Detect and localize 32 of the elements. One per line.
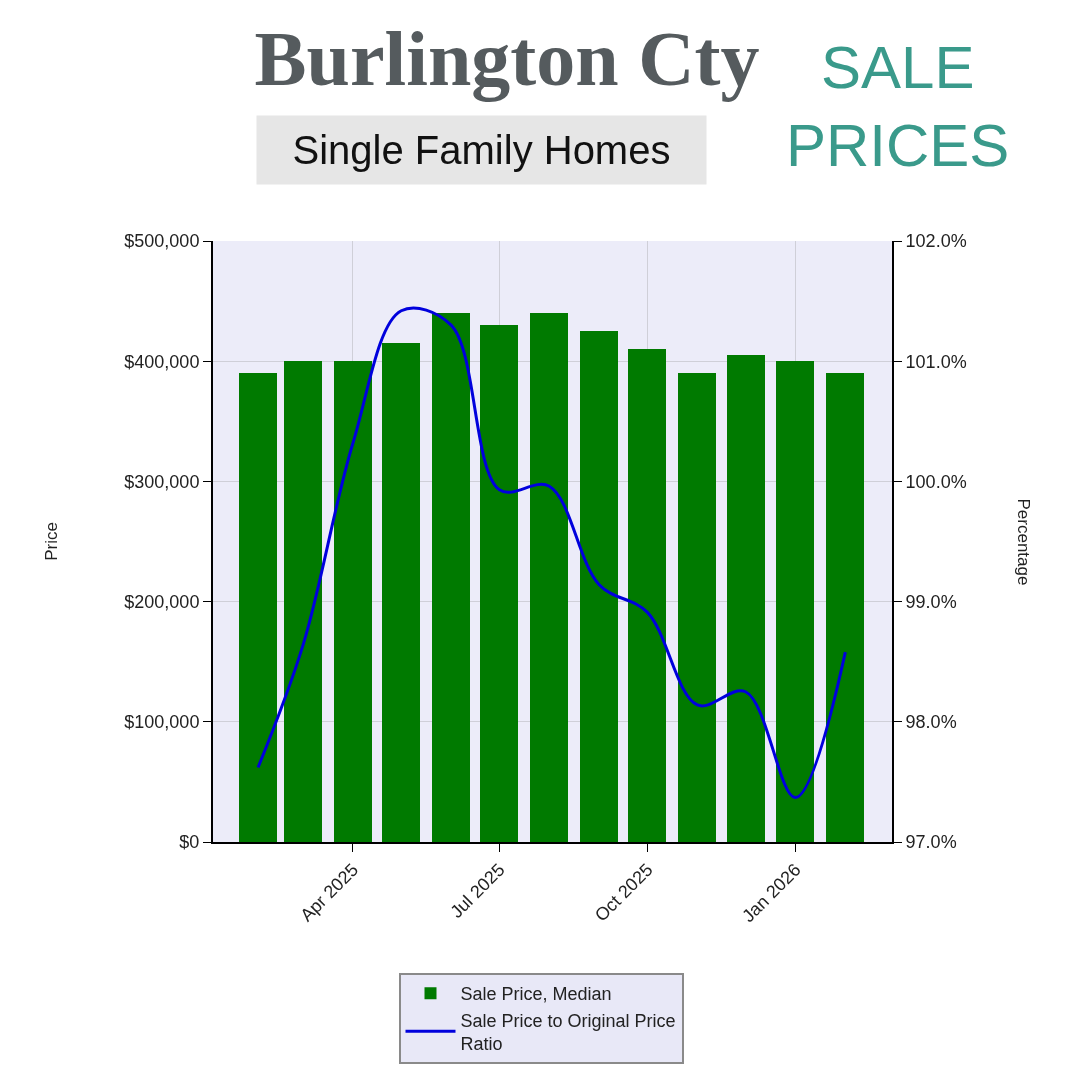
- bar: [239, 373, 277, 842]
- bar: [382, 343, 420, 842]
- y2-tick-label: 98.0%: [905, 712, 957, 733]
- bar: [776, 361, 814, 842]
- bar: [628, 349, 666, 842]
- y-tick-label: $100,000: [124, 712, 200, 733]
- bar: [480, 325, 518, 842]
- bar: [530, 313, 568, 842]
- bar: [678, 373, 716, 842]
- bar: [826, 373, 864, 842]
- y2-tick-label: 100.0%: [905, 471, 967, 492]
- y-tick-label: $400,000: [124, 351, 200, 372]
- y-tick-label: $300,000: [124, 471, 200, 492]
- y2-tick-label: 101.0%: [905, 351, 967, 372]
- y-tick-label: $0: [179, 832, 200, 853]
- bar: [334, 361, 372, 842]
- y2-tick-label: 102.0%: [905, 231, 967, 252]
- chart-subtitle: Single Family Homes: [292, 128, 671, 172]
- bar: [580, 331, 618, 842]
- bar: [432, 313, 470, 842]
- bar: [727, 355, 765, 842]
- chart-title: Burlington Cty: [254, 15, 760, 103]
- y2-tick-label: 97.0%: [905, 832, 957, 853]
- y-tick-label: $200,000: [124, 591, 200, 612]
- legend-label: Sale Price to Original Price Ratio: [460, 1010, 676, 1055]
- y-axis-title: Price: [42, 522, 62, 561]
- bar: [284, 361, 322, 842]
- y2-tick-label: 99.0%: [905, 591, 957, 612]
- y2-axis-title: Percentage: [1013, 498, 1033, 586]
- text: SALE PRICES: [786, 34, 1010, 179]
- legend-label: Sale Price, Median: [460, 984, 612, 1005]
- y-tick-label: $500,000: [124, 231, 200, 252]
